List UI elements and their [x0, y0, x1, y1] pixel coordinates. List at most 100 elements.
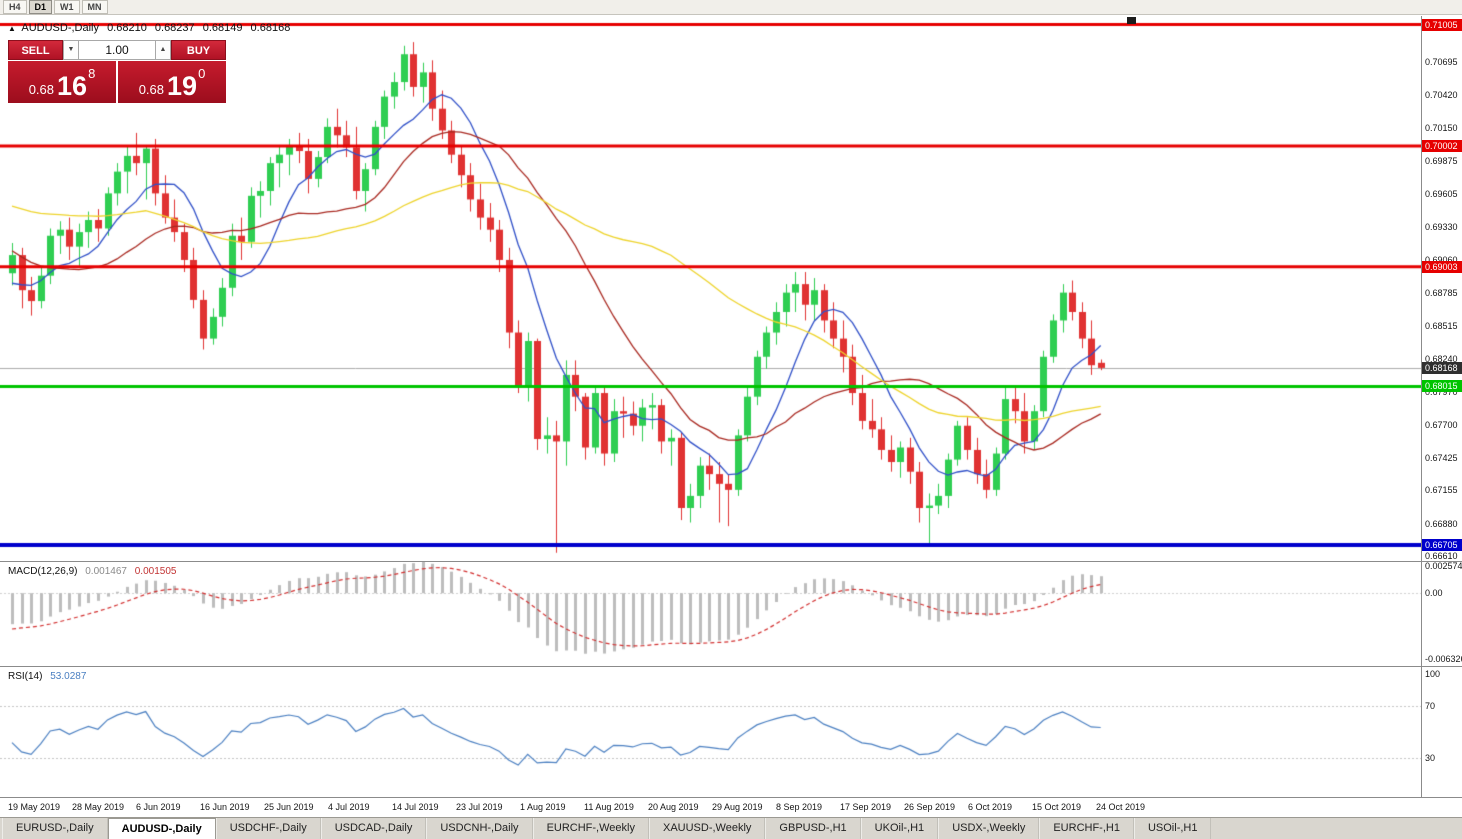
chart-title: ▲ AUDUSD-,Daily 0.68210 0.68237 0.68149 …: [8, 22, 290, 34]
ohlc-close: 0.68168: [250, 22, 291, 34]
current-price-badge: 0.68168: [1422, 362, 1462, 374]
date-label: 11 Aug 2019: [584, 802, 634, 812]
chart-tab-xauusd-weekly[interactable]: XAUUSD-,Weekly: [648, 818, 766, 839]
date-label: 16 Jun 2019: [200, 802, 250, 812]
bid-price-main: 0.68: [28, 82, 55, 97]
period-button-mn[interactable]: MN: [81, 0, 108, 14]
sell-button[interactable]: SELL: [8, 40, 63, 60]
chart-tab-usdx-weekly[interactable]: USDX-,Weekly: [938, 818, 1040, 839]
macd-signal-value: 0.001505: [134, 566, 177, 577]
rsi-panel-separator[interactable]: [0, 666, 1462, 667]
volume-down-spinner[interactable]: ▼: [63, 40, 79, 60]
chart-tabs-bar: EURUSD-,Daily AUDUSD-,Daily USDCHF-,Daily U…: [0, 817, 1462, 839]
price-tick: 0.66610: [1425, 551, 1458, 561]
rsi-scale-tick: 30: [1425, 753, 1436, 763]
level-price-badge: 0.68015: [1422, 380, 1462, 392]
bid-price-display[interactable]: 0.68 16 8: [8, 61, 116, 103]
price-tick: 0.70150: [1425, 123, 1458, 133]
price-scale-border: [1421, 16, 1422, 797]
price-tick: 0.67700: [1425, 420, 1458, 430]
price-tick: 0.69060: [1425, 255, 1458, 265]
date-label: 4 Jul 2019: [328, 802, 370, 812]
ohlc-low: 0.68149: [202, 22, 243, 34]
chart-tab-audusd-daily[interactable]: AUDUSD-,Daily: [107, 818, 216, 839]
level-price-badge: 0.66705: [1422, 539, 1462, 551]
date-label: 29 Aug 2019: [712, 802, 763, 812]
price-tick: 0.69330: [1425, 222, 1458, 232]
macd-scale-tick: 0.002574: [1425, 561, 1462, 571]
rsi-scale-tick: 70: [1425, 701, 1436, 711]
date-label: 25 Jun 2019: [264, 802, 314, 812]
chart-tab-usdcnh-daily[interactable]: USDCNH-,Daily: [426, 818, 533, 839]
date-axis[interactable]: 19 May 2019 28 May 2019 6 Jun 2019 16 Jun 2…: [0, 798, 1422, 817]
volume-up-spinner[interactable]: ▲: [155, 40, 171, 60]
buy-button[interactable]: BUY: [171, 40, 226, 60]
price-tick: 0.69605: [1425, 189, 1458, 199]
rsi-indicator-canvas[interactable]: [0, 667, 1422, 797]
chart-tab-eurchf-h1[interactable]: EURCHF-,H1: [1039, 818, 1134, 839]
bid-price-pips: 16: [57, 71, 88, 101]
rsi-value: 53.0287: [50, 671, 87, 682]
chart-tab-eurchf-weekly[interactable]: EURCHF-,Weekly: [532, 818, 649, 839]
price-tick: 0.70695: [1425, 57, 1458, 67]
level-price-badge: 0.69003: [1422, 261, 1462, 273]
period-button-h4[interactable]: H4: [3, 0, 27, 14]
date-label: 26 Sep 2019: [904, 802, 956, 812]
level-price-badge: 0.71005: [1422, 19, 1462, 31]
macd-main-value: 0.001467: [85, 566, 127, 577]
macd-indicator-canvas[interactable]: [0, 562, 1422, 666]
price-tick: 0.66880: [1425, 519, 1458, 529]
chart-tab-eurusd-daily[interactable]: EURUSD-,Daily: [2, 818, 108, 839]
date-label: 24 Oct 2019: [1096, 802, 1146, 812]
ask-price-display[interactable]: 0.68 19 0: [118, 61, 226, 103]
date-label: 20 Aug 2019: [648, 802, 699, 812]
volume-input[interactable]: 1.00: [79, 40, 155, 60]
collapse-arrow-icon[interactable]: ▲: [8, 24, 16, 33]
macd-scale-tick: -0.006326: [1425, 654, 1462, 664]
period-button-w1[interactable]: W1: [54, 0, 80, 14]
price-tick: 0.67970: [1425, 387, 1458, 397]
date-label: 6 Oct 2019: [968, 802, 1013, 812]
date-label: 28 May 2019: [72, 802, 125, 812]
period-toolbar: H4 D1 W1 MN: [0, 0, 1462, 15]
chart-tab-ukoil-h1[interactable]: UKOil-,H1: [860, 818, 939, 839]
chart-tab-gbpusd-h1[interactable]: GBPUSD-,H1: [765, 818, 861, 839]
price-tick: 0.67155: [1425, 485, 1458, 495]
macd-panel-separator[interactable]: [0, 561, 1462, 562]
level-price-badge: 0.70002: [1422, 140, 1462, 152]
date-label: 14 Jul 2019: [392, 802, 439, 812]
ask-price-pips: 19: [167, 71, 198, 101]
date-label: 15 Oct 2019: [1032, 802, 1082, 812]
price-tick: 0.68240: [1425, 354, 1458, 364]
date-label: 6 Jun 2019: [136, 802, 181, 812]
price-tick: 0.67425: [1425, 453, 1458, 463]
chart-tab-usdcad-daily[interactable]: USDCAD-,Daily: [320, 818, 427, 839]
chart-shift-marker[interactable]: [1127, 17, 1136, 24]
price-tick: 0.70420: [1425, 90, 1458, 100]
price-scale[interactable]: 0.709850.706950.704200.701500.698750.696…: [1422, 16, 1462, 797]
price-tick: 0.69875: [1425, 156, 1458, 166]
date-label: 19 May 2019: [8, 802, 61, 812]
ohlc-high: 0.68237: [154, 22, 195, 34]
date-label: 17 Sep 2019: [840, 802, 892, 812]
date-label: 1 Aug 2019: [520, 802, 566, 812]
price-tick: 0.68515: [1425, 321, 1458, 331]
macd-name: MACD(12,26,9): [8, 566, 78, 577]
ohlc-open: 0.68210: [107, 22, 147, 34]
chart-tab-usoil-h1[interactable]: USOil-,H1: [1133, 818, 1212, 839]
main-chart-canvas[interactable]: [0, 16, 1422, 561]
date-label: 8 Sep 2019: [776, 802, 823, 812]
period-button-d1[interactable]: D1: [28, 0, 53, 14]
ask-price-main: 0.68: [138, 82, 165, 97]
bid-price-point: 8: [88, 66, 96, 81]
ask-price-point: 0: [198, 66, 206, 81]
macd-scale-tick: 0.00: [1425, 588, 1443, 598]
symbol-period-label: AUDUSD-,Daily: [21, 22, 99, 34]
chart-tab-usdchf-daily[interactable]: USDCHF-,Daily: [215, 818, 321, 839]
macd-label: MACD(12,26,9) 0.001467 0.001505: [8, 566, 176, 577]
date-axis-separator: [0, 797, 1462, 798]
one-click-trade-panel: SELL ▼ 1.00 ▲ BUY 0.68 16 8 0.68 19 0: [8, 40, 226, 103]
rsi-scale-tick: 100: [1425, 669, 1441, 679]
price-tick: 0.68785: [1425, 288, 1458, 298]
rsi-name: RSI(14): [8, 671, 43, 682]
